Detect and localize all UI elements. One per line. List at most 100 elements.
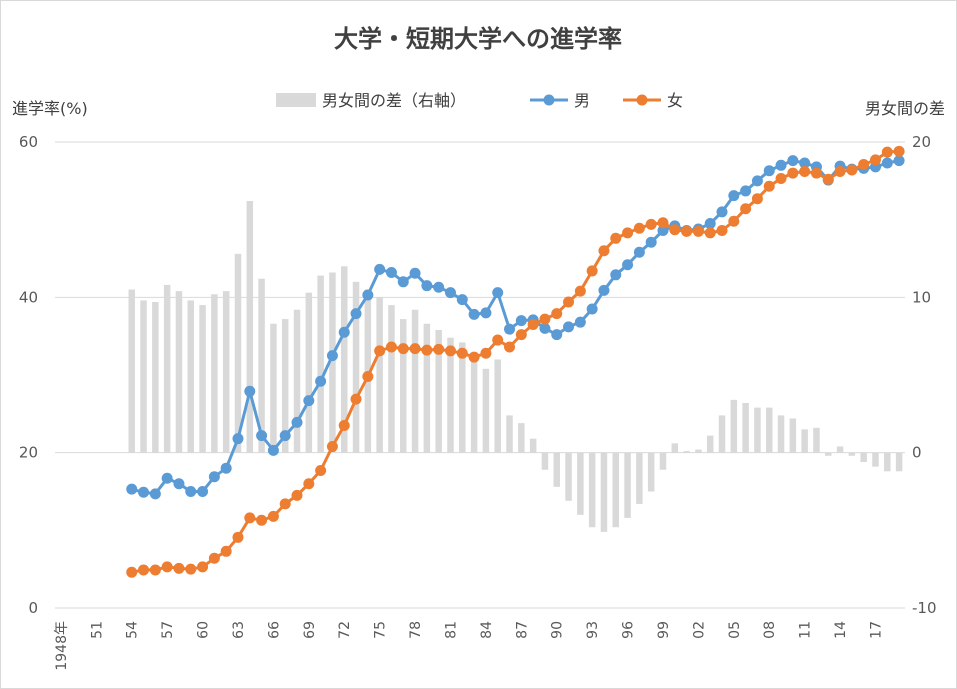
data-point-male bbox=[515, 315, 527, 327]
difference-bars bbox=[128, 201, 903, 532]
x-tick-label: 05 bbox=[727, 621, 743, 639]
legend-marker-male bbox=[543, 94, 555, 106]
data-point-female bbox=[799, 166, 811, 178]
data-point-female bbox=[291, 489, 303, 501]
data-point-male bbox=[279, 430, 291, 442]
data-point-male bbox=[397, 276, 409, 288]
data-point-female bbox=[881, 146, 893, 158]
difference-bar bbox=[730, 399, 738, 453]
difference-bar bbox=[411, 309, 419, 453]
data-point-female bbox=[775, 173, 787, 185]
y-left-tick-label: 60 bbox=[19, 133, 38, 151]
data-point-female bbox=[197, 561, 209, 573]
data-point-female bbox=[504, 341, 516, 353]
difference-bar bbox=[482, 368, 490, 453]
data-point-female bbox=[409, 343, 421, 355]
x-tick-label: 99 bbox=[656, 621, 672, 639]
difference-bar bbox=[234, 253, 242, 453]
data-point-female bbox=[256, 514, 268, 526]
data-point-female bbox=[480, 347, 492, 359]
difference-bar bbox=[222, 291, 230, 453]
y-right-axis-title: 男女間の差 bbox=[865, 99, 945, 118]
gridlines bbox=[55, 141, 905, 609]
data-point-male bbox=[149, 488, 161, 500]
difference-bar bbox=[754, 407, 761, 453]
data-point-female bbox=[645, 218, 657, 230]
difference-bar bbox=[765, 407, 773, 453]
data-point-female bbox=[787, 167, 799, 179]
data-point-female bbox=[444, 345, 456, 357]
data-point-female bbox=[563, 296, 575, 308]
difference-bar bbox=[518, 423, 525, 453]
x-tick-label: 87 bbox=[514, 621, 530, 639]
x-tick-label: 66 bbox=[266, 621, 282, 639]
data-point-female bbox=[692, 225, 704, 237]
difference-bar bbox=[777, 415, 785, 453]
data-point-male bbox=[468, 308, 480, 320]
difference-bar bbox=[506, 415, 513, 453]
difference-bar bbox=[895, 452, 903, 472]
difference-bar bbox=[588, 452, 596, 528]
x-tick-label: 84 bbox=[479, 621, 495, 639]
data-point-male bbox=[539, 322, 551, 334]
x-tick-label: 17 bbox=[868, 621, 884, 639]
data-point-male bbox=[256, 430, 268, 442]
x-tick-label: 11 bbox=[798, 621, 814, 639]
data-point-male bbox=[409, 267, 421, 279]
difference-bar bbox=[671, 443, 679, 453]
data-point-male bbox=[315, 375, 327, 387]
data-point-female bbox=[468, 351, 480, 363]
data-point-male bbox=[220, 462, 232, 474]
difference-bar bbox=[789, 418, 797, 453]
data-point-female bbox=[551, 308, 563, 320]
data-point-female bbox=[326, 440, 338, 452]
data-point-male bbox=[433, 281, 445, 293]
data-point-male bbox=[421, 280, 433, 292]
difference-bar bbox=[281, 319, 289, 453]
difference-bar bbox=[600, 452, 608, 532]
difference-bar bbox=[825, 452, 832, 456]
difference-bar bbox=[659, 452, 667, 470]
difference-bar bbox=[305, 292, 313, 453]
data-point-male bbox=[385, 266, 397, 278]
y-left-tick-label: 40 bbox=[19, 288, 38, 306]
difference-bar bbox=[612, 452, 620, 528]
data-point-male bbox=[504, 323, 516, 335]
difference-bar bbox=[140, 300, 147, 453]
data-point-male bbox=[716, 206, 728, 218]
difference-bar bbox=[872, 452, 879, 467]
data-point-female bbox=[574, 285, 586, 297]
y-right-tick-label: 0 bbox=[912, 444, 922, 462]
x-tick-label: 51 bbox=[89, 621, 105, 639]
line-series bbox=[126, 145, 905, 578]
data-point-female bbox=[539, 313, 551, 325]
data-point-male bbox=[657, 225, 669, 237]
x-tick-label: 90 bbox=[550, 621, 566, 639]
difference-bar bbox=[211, 294, 218, 453]
data-point-female bbox=[126, 566, 138, 578]
data-point-female bbox=[338, 419, 350, 431]
data-point-female bbox=[456, 347, 468, 359]
difference-bar bbox=[128, 289, 135, 453]
legend-label-female: 女 bbox=[667, 91, 683, 110]
x-tick-label: 08 bbox=[762, 621, 778, 639]
difference-bar bbox=[742, 402, 749, 453]
x-tick-label: 02 bbox=[691, 621, 707, 639]
data-point-female bbox=[763, 180, 775, 192]
data-point-female bbox=[303, 478, 315, 490]
data-point-male bbox=[267, 444, 279, 456]
x-tick-label: 1948年 bbox=[54, 621, 70, 671]
data-point-male bbox=[374, 263, 386, 275]
x-tick-label: 57 bbox=[160, 621, 176, 639]
difference-bar bbox=[423, 323, 431, 453]
data-point-female bbox=[515, 329, 527, 341]
data-point-female bbox=[527, 319, 539, 331]
x-tick-label: 75 bbox=[373, 621, 389, 639]
y-left-axis-title: 進学率(%) bbox=[12, 99, 88, 118]
data-point-male bbox=[799, 157, 811, 169]
data-point-male bbox=[232, 433, 244, 445]
data-point-male bbox=[480, 307, 492, 319]
